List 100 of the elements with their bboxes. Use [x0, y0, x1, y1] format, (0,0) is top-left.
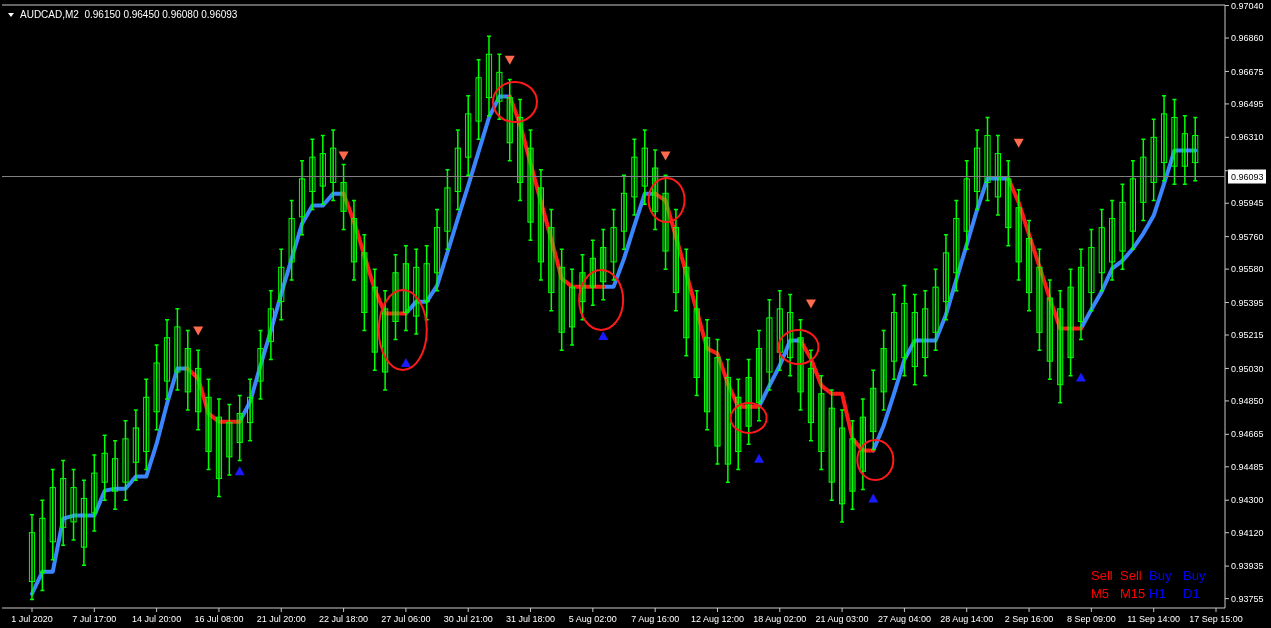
- candlestick: [1025, 219, 1033, 312]
- y-tick-label: 0.96310: [1231, 132, 1264, 143]
- candlestick: [1129, 160, 1137, 251]
- point: [598, 330, 609, 340]
- y-tick-label: 0.96860: [1231, 33, 1264, 44]
- x-tick-label: 21 Aug 03:00: [815, 614, 869, 624]
- y-tick-label: 0.94485: [1231, 461, 1264, 472]
- y-tick-label: 0.94120: [1231, 527, 1264, 538]
- candlestick: [849, 420, 856, 510]
- candlestick: [1057, 290, 1064, 404]
- candlestick: [371, 268, 378, 371]
- x-tick-label: 8 Sep 09:00: [1067, 614, 1116, 624]
- candlestick: [382, 290, 389, 391]
- candlestick: [568, 268, 576, 346]
- x-tick-label: 1 Jul 2020: [11, 614, 53, 624]
- candlestick: [600, 228, 607, 301]
- candlestick: [1067, 268, 1074, 377]
- candlestick: [589, 239, 596, 306]
- annotation: Sell: [1091, 568, 1113, 583]
- candlestick: [652, 149, 659, 231]
- point: [868, 493, 879, 503]
- candlestick: [433, 208, 441, 292]
- point: [660, 151, 671, 161]
- candlestick: [527, 129, 534, 241]
- y-tick-label: 0.94300: [1231, 495, 1264, 506]
- candlestick: [693, 290, 700, 397]
- candlestick: [80, 479, 88, 566]
- point: [504, 55, 515, 65]
- x-tick-label: 14 Jul 20:00: [132, 614, 182, 624]
- y-tick-label: 0.95580: [1231, 264, 1264, 275]
- candlestick: [402, 244, 409, 332]
- candlestick: [1077, 248, 1085, 341]
- annotation: Sell: [1120, 568, 1142, 583]
- candlestick: [880, 329, 887, 411]
- candlestick: [1015, 188, 1022, 281]
- candlestick: [818, 374, 825, 471]
- candlestick: [828, 389, 835, 501]
- annotation: Buy: [1183, 568, 1206, 583]
- candlestick: [392, 253, 399, 341]
- candlestick: [683, 248, 690, 357]
- x-tick-label: 22 Jul 18:00: [319, 614, 369, 624]
- y-tick-label: 0.96495: [1231, 99, 1264, 110]
- y-tick-label: 0.93935: [1231, 561, 1264, 572]
- candlestick: [215, 398, 223, 498]
- candlestick: [942, 234, 950, 321]
- x-tick-label: 2 Sep 16:00: [1004, 614, 1054, 624]
- candlestick: [807, 349, 815, 442]
- x-tick-label: 28 Aug 14:00: [940, 614, 994, 624]
- candlestick: [267, 290, 274, 361]
- annotation: M5: [1091, 586, 1110, 601]
- candlestick: [361, 234, 368, 332]
- candlestick: [1109, 199, 1116, 281]
- candlestick: [662, 174, 669, 270]
- candlestick: [1181, 114, 1188, 186]
- point: [805, 299, 816, 309]
- y-tick-label: 0.95945: [1231, 198, 1264, 209]
- x-tick-label: 17 Sep 15:00: [1189, 614, 1243, 624]
- x-tick-label: 27 Aug 04:00: [877, 614, 931, 624]
- candlestick: [797, 318, 804, 411]
- candlestick: [537, 169, 545, 281]
- candlestick: [506, 78, 513, 162]
- candlestick: [859, 398, 866, 491]
- point: [1075, 372, 1086, 382]
- x-tick-label: 16 Jul 08:00: [194, 614, 244, 624]
- candlestick: [890, 293, 898, 381]
- ref-line-label: 0.96093: [1231, 171, 1264, 182]
- candlestick: [517, 98, 524, 202]
- candlestick: [548, 208, 555, 312]
- y-tick-label: 0.95030: [1231, 363, 1264, 374]
- candlestick: [236, 394, 243, 462]
- candlestick: [724, 358, 731, 483]
- candlestick: [755, 329, 763, 422]
- candlestick: [672, 208, 680, 312]
- candlestick: [870, 369, 877, 451]
- candlestick: [298, 160, 306, 236]
- candlestick: [184, 329, 191, 411]
- candlestick: [205, 378, 212, 471]
- candlestick: [839, 409, 846, 523]
- candlestick: [195, 349, 202, 431]
- candlestick: [226, 403, 233, 476]
- candlestick: [558, 248, 565, 352]
- candlestick: [132, 409, 139, 482]
- x-tick-label: 11 Sep 14:00: [1127, 614, 1181, 624]
- point: [338, 151, 349, 161]
- candlestick: [111, 439, 119, 510]
- chart-title: AUDCAD,M2 0.96150 0.96450 0.96080 0.96093: [20, 9, 238, 20]
- candlestick: [247, 378, 254, 442]
- annotation: D1: [1183, 586, 1200, 601]
- y-tick-label: 0.95395: [1231, 297, 1264, 308]
- candlestick: [163, 318, 171, 400]
- y-tick-label: 0.96675: [1231, 66, 1264, 77]
- y-tick-label: 0.97040: [1231, 0, 1264, 11]
- x-tick-label: 30 Jul 21:00: [443, 614, 493, 624]
- point: [1013, 138, 1024, 148]
- point: [234, 466, 245, 476]
- y-tick-label: 0.94665: [1231, 429, 1264, 440]
- x-tick-label: 5 Aug 02:00: [568, 614, 617, 624]
- candlestick: [1160, 95, 1168, 182]
- y-tick-label: 0.95760: [1231, 231, 1264, 242]
- candlestick: [714, 338, 721, 465]
